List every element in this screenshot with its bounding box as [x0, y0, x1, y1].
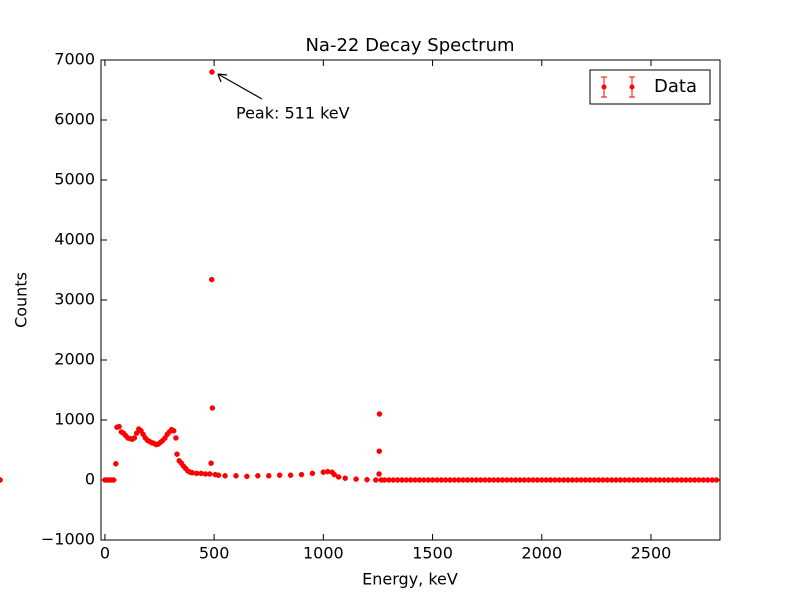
- data-point: [133, 430, 140, 436]
- data-point: [376, 471, 382, 477]
- data-point: [0, 477, 3, 483]
- y-tick-label: 0: [85, 470, 95, 489]
- data-point: [364, 476, 370, 483]
- legend-label: Data: [654, 76, 697, 97]
- data-point: [208, 460, 214, 466]
- data-point: [265, 473, 272, 479]
- data-point: [342, 475, 348, 481]
- data-point: [207, 471, 213, 477]
- data-point: [298, 471, 305, 478]
- data-point: [335, 474, 342, 480]
- annotation-arrowhead: [217, 73, 228, 83]
- x-tick-label: 0: [100, 544, 110, 563]
- y-tick-label: 3000: [54, 290, 95, 309]
- data-point: [233, 473, 239, 479]
- y-tick-label: 6000: [54, 110, 95, 129]
- data-point: [353, 476, 359, 482]
- x-tick-label: 1000: [303, 544, 344, 563]
- legend-box: [589, 69, 711, 105]
- y-tick-label: 7000: [54, 50, 95, 69]
- y-tick-label: 2000: [54, 350, 95, 369]
- data-point: [376, 448, 383, 454]
- legend-marker: [601, 84, 607, 90]
- data-point: [255, 473, 261, 479]
- y-tick-label: 1000: [54, 410, 95, 429]
- plot-frame: [100, 59, 721, 541]
- chart-title: Na-22 Decay Spectrum: [305, 35, 514, 56]
- data-point: [116, 423, 122, 430]
- data-point: [244, 473, 250, 480]
- data-point: [209, 69, 215, 75]
- data-point: [376, 411, 383, 417]
- data-point: [287, 472, 294, 478]
- data-point: [110, 477, 117, 483]
- data-point: [174, 451, 180, 457]
- data-point: [713, 477, 720, 483]
- data-point: [222, 473, 228, 479]
- data-point: [209, 405, 216, 411]
- legend-marker: [629, 84, 635, 90]
- data-point: [373, 477, 379, 483]
- x-tick-label: 2500: [631, 544, 672, 563]
- data-point: [173, 435, 179, 441]
- annotation-arrow: [217, 73, 263, 100]
- data-point: [170, 428, 177, 434]
- x-axis-label: Energy, keV: [362, 570, 458, 589]
- y-tick-label: −1000: [41, 530, 95, 549]
- data-point: [131, 435, 138, 441]
- data-point: [309, 470, 316, 477]
- x-tick-label: 2000: [521, 544, 562, 563]
- data-point: [331, 471, 338, 478]
- y-axis-label: Counts: [12, 272, 31, 328]
- x-tick-label: 1500: [412, 544, 453, 563]
- data-point: [113, 461, 119, 467]
- data-point: [276, 472, 283, 478]
- data-point: [215, 472, 222, 478]
- x-tick-label: 500: [199, 544, 230, 563]
- y-tick-label: 5000: [54, 170, 95, 189]
- data-point: [208, 276, 215, 283]
- annotation: Peak: 511 keV: [236, 104, 350, 123]
- y-tick-label: 4000: [54, 230, 95, 249]
